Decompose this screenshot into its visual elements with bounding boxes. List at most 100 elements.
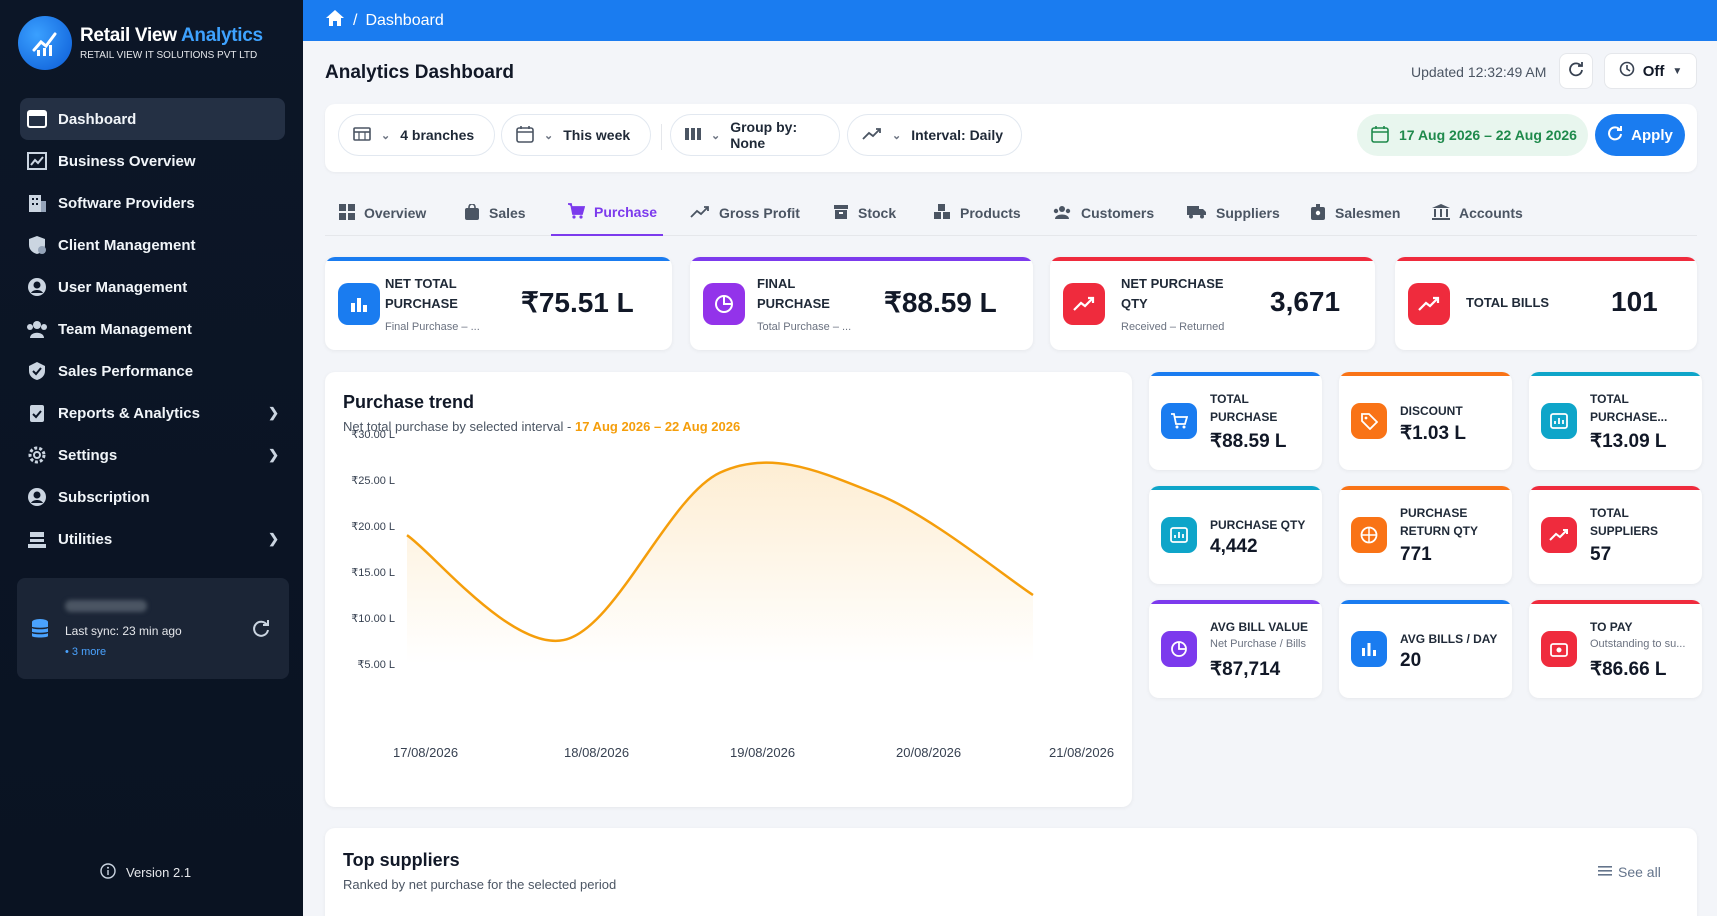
sidebar-item-label: Business Overview	[58, 152, 196, 170]
sidebar-item-sales-performance[interactable]: Sales Performance	[20, 350, 285, 392]
user-icon	[26, 276, 48, 298]
mini-stat-card: DISCOUNT ₹1.03 L	[1339, 372, 1512, 470]
chevron-right-icon: ❯	[268, 447, 279, 462]
tab-purchase[interactable]: Purchase	[551, 190, 663, 236]
date-range-picker[interactable]: 17 Aug 2026 – 22 Aug 2026	[1357, 114, 1588, 156]
mini-stat-label: TOTAL	[1210, 392, 1249, 406]
tab-overview[interactable]: Overview	[339, 190, 426, 236]
pie-chart-icon	[703, 283, 745, 325]
interval-filter[interactable]: ⌄ Interval: Daily	[847, 114, 1022, 156]
x-tick-label: 19/08/2026	[730, 745, 795, 760]
tab-stock[interactable]: Stock	[833, 190, 896, 236]
users-icon	[1052, 205, 1072, 222]
sidebar: Retail View Analytics RETAIL VIEW IT SOL…	[0, 0, 303, 916]
stat-value: ₹88.59 L	[884, 287, 997, 318]
see-all-link[interactable]: See all	[1598, 864, 1661, 880]
trend-icon	[690, 205, 710, 222]
apply-button[interactable]: Apply	[1595, 114, 1685, 156]
auto-refresh-dropdown[interactable]: Off ▼	[1604, 53, 1697, 89]
gear-icon	[26, 444, 48, 466]
database-icon	[31, 618, 49, 645]
sidebar-item-dashboard[interactable]: Dashboard	[20, 98, 285, 140]
check-shield-icon	[26, 360, 48, 382]
sidebar-item-subscription[interactable]: Subscription	[20, 476, 285, 518]
x-tick-label: 17/08/2026	[393, 745, 458, 760]
mini-stat-value: ₹86.66 L	[1590, 659, 1667, 680]
mini-stat-card: TOTAL PURCHASE ₹88.59 L	[1149, 372, 1322, 470]
y-tick-label: ₹5.00 L	[357, 659, 395, 671]
sidebar-item-label: Utilities	[58, 530, 113, 548]
tab-accounts[interactable]: Accounts	[1432, 190, 1523, 236]
sidebar-item-software-providers[interactable]: Software Providers	[20, 182, 285, 224]
team-icon	[26, 318, 48, 340]
card-accent	[1529, 600, 1702, 604]
sidebar-item-label: Software Providers	[58, 194, 195, 212]
report-icon	[1161, 517, 1197, 553]
tab-gross-profit[interactable]: Gross Profit	[690, 190, 800, 236]
sidebar-item-label: Team Management	[58, 320, 192, 338]
refresh-icon[interactable]	[251, 618, 271, 643]
breadcrumb: / Dashboard	[303, 0, 1717, 41]
tab-bar: Overview Sales Purchase Gross Profit Sto…	[325, 190, 1697, 236]
version-info: Version 2.1	[100, 863, 191, 882]
stat-card-final-purchase: FINAL PURCHASE Total Purchase – ... ₹88.5…	[690, 257, 1033, 350]
trend-up-icon	[1541, 517, 1577, 553]
report-icon	[26, 402, 48, 424]
mini-stat-card: AVG BILL VALUE Net Purchase / Bills ₹87,71…	[1149, 600, 1322, 698]
mini-stat-label: DISCOUNT	[1400, 404, 1463, 418]
sidebar-item-business-overview[interactable]: Business Overview	[20, 140, 285, 182]
bar-chart-icon	[1351, 631, 1387, 667]
x-tick-label: 18/08/2026	[564, 745, 629, 760]
sidebar-item-user-management[interactable]: User Management	[20, 266, 285, 308]
sidebar-item-label: Dashboard	[58, 110, 137, 128]
store-icon	[353, 126, 371, 145]
tools-icon	[26, 528, 48, 550]
mini-stat-value: ₹1.03 L	[1400, 423, 1466, 444]
tab-salesmen[interactable]: Salesmen	[1310, 190, 1400, 236]
building-icon	[26, 192, 48, 214]
home-icon[interactable]	[325, 9, 345, 32]
sidebar-item-settings[interactable]: Settings ❯	[20, 434, 285, 476]
filter-bar: ⌄ 4 branches ⌄ This week ⌄ Group by: Non…	[325, 104, 1697, 172]
branches-filter[interactable]: ⌄ 4 branches	[338, 114, 495, 156]
purchase-trend-chart: ₹30.00 L ₹25.00 L ₹20.00 L ₹15.00 L ₹10.00 L…	[351, 429, 1114, 760]
sidebar-item-client-management[interactable]: Client Management	[20, 224, 285, 266]
tab-customers[interactable]: Customers	[1052, 190, 1154, 236]
purchase-trend-card: Purchase trend Net total purchase by sel…	[325, 372, 1132, 807]
sidebar-item-utilities[interactable]: Utilities ❯	[20, 518, 285, 560]
sidebar-item-team-management[interactable]: Team Management	[20, 308, 285, 350]
stat-sub: Final Purchase – ...	[385, 321, 480, 333]
period-filter[interactable]: ⌄ This week	[501, 114, 651, 156]
mini-stat-value: ₹87,714	[1210, 659, 1281, 680]
tab-label: Purchase	[594, 204, 658, 220]
mini-stat-label: AVG BILL VALUE	[1210, 620, 1309, 634]
sidebar-item-reports-analytics[interactable]: Reports & Analytics ❯	[20, 392, 285, 434]
mini-stat-value: ₹13.09 L	[1590, 431, 1667, 452]
stat-card-net-total-purchase: NET TOTAL PURCHASE Final Purchase – ... ₹…	[325, 257, 672, 350]
refresh-button[interactable]	[1559, 53, 1593, 89]
brand-company: RETAIL VIEW IT SOLUTIONS PVT LTD	[80, 50, 258, 61]
report-icon	[1541, 403, 1577, 439]
bar-chart-icon	[338, 283, 380, 325]
tab-products[interactable]: Products	[933, 190, 1021, 236]
updated-timestamp: Updated 12:32:49 AM	[1411, 64, 1547, 80]
sync-more-link[interactable]: • 3 more	[65, 646, 107, 658]
tab-suppliers[interactable]: Suppliers	[1187, 190, 1280, 236]
chevron-down-icon: ⌄	[544, 129, 554, 142]
apply-label: Apply	[1631, 126, 1673, 144]
sidebar-item-label: Sales Performance	[58, 362, 194, 380]
brand: Retail View Analytics RETAIL VIEW IT SOL…	[18, 16, 263, 70]
mini-stat-label-2: SUPPLIERS	[1590, 524, 1659, 538]
tab-sales[interactable]: Sales	[464, 190, 526, 236]
section-title: Top suppliers	[343, 850, 460, 870]
chevron-right-icon: ❯	[268, 531, 279, 546]
calendar-icon	[516, 125, 534, 146]
group-by-filter[interactable]: ⌄ Group by: None	[670, 114, 840, 156]
version-text: Version 2.1	[126, 865, 192, 880]
branches-value: 4 branches	[400, 127, 475, 143]
calendar-icon	[1371, 125, 1389, 146]
card-accent	[1339, 486, 1512, 490]
brand-name: Retail View Analytics	[80, 25, 263, 46]
info-icon	[100, 863, 116, 882]
sidebar-item-label: User Management	[58, 278, 188, 296]
